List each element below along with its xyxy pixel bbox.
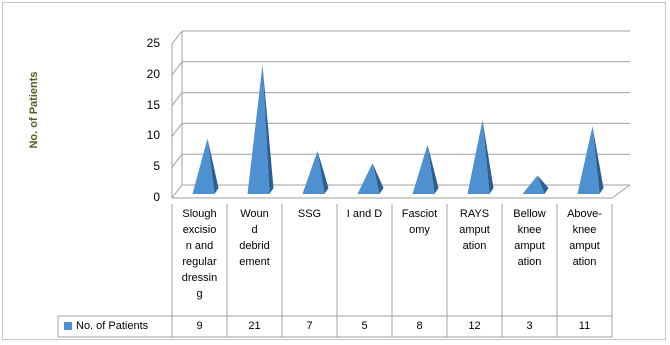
value-cell-4: 8 bbox=[416, 320, 423, 332]
gridline-side-0 bbox=[171, 184, 183, 199]
category-label-6: Bellow knee amput ation bbox=[513, 208, 546, 268]
pyramid-side-7 bbox=[592, 126, 604, 194]
gridline-side-1 bbox=[171, 153, 183, 168]
category-label-4: Fasciot omy bbox=[401, 208, 438, 236]
pyramid-4 bbox=[412, 144, 435, 194]
category-label-7: Above- knee amput ation bbox=[567, 208, 602, 268]
pyramid-1 bbox=[247, 64, 270, 194]
pyramid-3 bbox=[357, 163, 380, 194]
pyramid-side-0 bbox=[207, 138, 219, 194]
category-label-1: Woun d debrid ement bbox=[239, 208, 270, 268]
y-tick-label-15: 15 bbox=[146, 97, 160, 112]
category-label-2: SSG bbox=[297, 208, 322, 220]
pyramid-side-3 bbox=[372, 163, 384, 194]
pyramid-6 bbox=[522, 175, 545, 194]
value-cell-5: 12 bbox=[468, 320, 481, 332]
chart-frame bbox=[2, 2, 666, 340]
y-tick-label-20: 20 bbox=[146, 66, 160, 81]
y-axis-title: No. of Patients bbox=[28, 71, 40, 149]
y-tick-label-25: 25 bbox=[146, 36, 160, 50]
value-cell-2: 7 bbox=[306, 320, 313, 332]
value-cell-3: 5 bbox=[361, 320, 368, 332]
value-cell-1: 21 bbox=[248, 320, 261, 332]
legend-entry: No. of Patients bbox=[58, 316, 172, 337]
value-cell-6: 3 bbox=[526, 320, 533, 332]
category-label-5: RAYS amput ation bbox=[459, 208, 490, 252]
pyramid-5 bbox=[467, 120, 490, 194]
gridline-side-5 bbox=[171, 30, 183, 45]
pyramid-side-6 bbox=[537, 175, 549, 194]
gridline-side-2 bbox=[171, 123, 183, 137]
y-tick-label-0: 0 bbox=[153, 190, 160, 204]
pyramid-side-5 bbox=[482, 120, 494, 194]
legend-swatch bbox=[64, 322, 72, 331]
category-label-0: Slough excisio n and regular dressin g bbox=[181, 208, 218, 300]
gridline-side-3 bbox=[171, 92, 183, 106]
pyramid-side-1 bbox=[262, 64, 274, 194]
y-axis-title-wrap: No. of Patients bbox=[22, 40, 46, 180]
pyramid-0 bbox=[192, 138, 215, 194]
pyramid-7 bbox=[577, 126, 600, 194]
y-tick-label-10: 10 bbox=[146, 128, 160, 143]
value-cell-7: 11 bbox=[578, 320, 591, 332]
value-cell-0: 9 bbox=[196, 320, 203, 332]
legend-label: No. of Patients bbox=[76, 320, 149, 332]
pyramid-side-4 bbox=[427, 144, 439, 194]
y-tick-label-5: 5 bbox=[153, 159, 160, 174]
pyramid-2 bbox=[302, 150, 325, 194]
floor-edge bbox=[172, 184, 631, 199]
pyramid-side-2 bbox=[317, 150, 329, 194]
category-label-3: I and D bbox=[346, 208, 383, 220]
gridline-side-4 bbox=[171, 61, 183, 76]
